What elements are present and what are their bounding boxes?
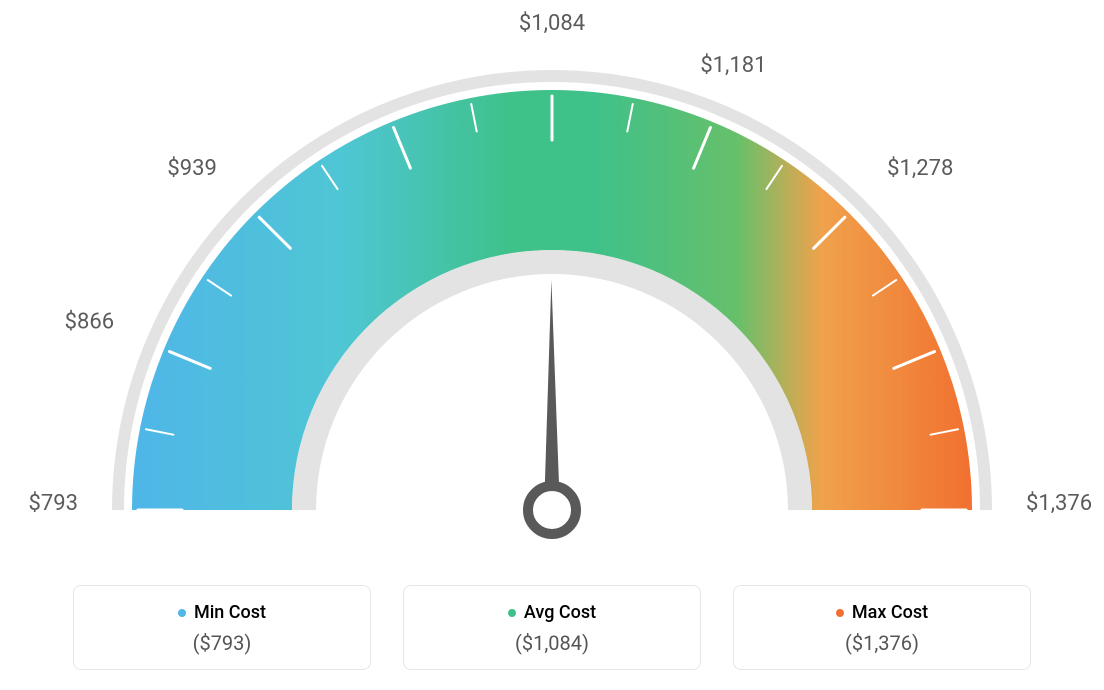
legend-title-avg: Avg Cost xyxy=(508,602,596,623)
legend-dot-max xyxy=(836,609,844,617)
gauge-tick-label: $939 xyxy=(167,156,216,181)
legend-value-avg: ($1,084) xyxy=(404,631,700,655)
gauge-needle xyxy=(545,280,559,482)
gauge-tick-label: $1,181 xyxy=(700,53,766,78)
gauge-area: $793 $866 $939 $1,084 $1,181 $1,278 $1,376 xyxy=(0,0,1104,560)
gauge-tick-label: $793 xyxy=(29,491,78,516)
legend-card-avg: Avg Cost ($1,084) xyxy=(403,585,701,671)
legend-value-max: ($1,376) xyxy=(734,631,1030,655)
legend-label-max: Max Cost xyxy=(852,602,928,623)
legend-title-min: Min Cost xyxy=(178,602,266,623)
gauge-tick-label: $1,278 xyxy=(887,156,953,181)
legend-dot-min xyxy=(178,609,186,617)
gauge-needle-hub xyxy=(528,486,576,534)
legend-value-min: ($793) xyxy=(74,631,370,655)
cost-gauge-widget: $793 $866 $939 $1,084 $1,181 $1,278 $1,376 Min… xyxy=(0,0,1104,690)
gauge-tick-label: $866 xyxy=(65,310,114,335)
gauge-tick-label: $1,084 xyxy=(519,11,585,36)
legend-row: Min Cost ($793) Avg Cost ($1,084) Max Co… xyxy=(0,585,1104,671)
gauge-tick-label: $1,376 xyxy=(1026,491,1092,516)
legend-card-max: Max Cost ($1,376) xyxy=(733,585,1031,671)
gauge-svg: $793 $866 $939 $1,084 $1,181 $1,278 $1,376 xyxy=(0,0,1104,560)
legend-card-min: Min Cost ($793) xyxy=(73,585,371,671)
legend-label-min: Min Cost xyxy=(194,602,266,623)
legend-label-avg: Avg Cost xyxy=(524,602,596,623)
legend-dot-avg xyxy=(508,609,516,617)
legend-title-max: Max Cost xyxy=(836,602,928,623)
